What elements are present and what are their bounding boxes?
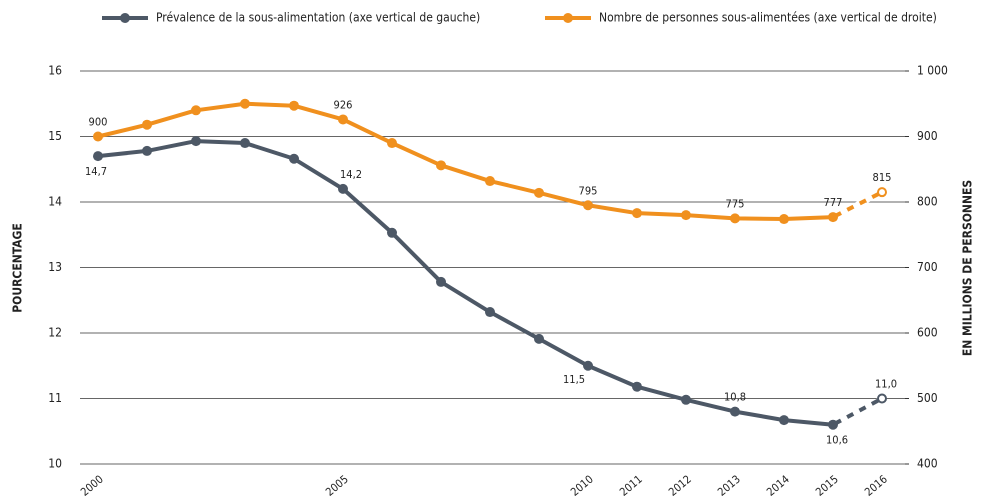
x-tick-label: 2014 — [764, 473, 792, 499]
y2-tick-label: 1 000 — [917, 64, 948, 78]
y-tick-label: 11 — [48, 391, 62, 405]
data-point — [681, 210, 691, 221]
data-point — [240, 98, 250, 109]
data-point — [534, 187, 544, 198]
data-point — [779, 214, 789, 225]
data-point — [142, 119, 152, 130]
y-tick-label: 16 — [48, 64, 62, 78]
y2-tick-label: 700 — [917, 260, 938, 274]
data-point — [436, 160, 446, 171]
data-point — [289, 153, 299, 164]
dash-gap — [831, 395, 884, 428]
data-point — [436, 276, 446, 287]
data-label: 795 — [579, 184, 598, 197]
legend-label: Nombre de personnes sous-alimentées (axe… — [599, 11, 937, 25]
data-label: 775 — [726, 197, 745, 210]
data-label: 10,8 — [724, 391, 746, 404]
legend-marker — [563, 13, 573, 23]
data-point — [142, 145, 152, 156]
data-point — [93, 131, 103, 142]
data-point — [583, 360, 593, 371]
data-point — [485, 307, 495, 318]
y-tick-label: 15 — [48, 129, 62, 143]
data-point — [240, 138, 250, 149]
y2-tick-label: 900 — [917, 129, 938, 143]
data-point — [191, 136, 201, 147]
data-label: 11,0 — [875, 378, 897, 391]
data-point — [387, 227, 397, 238]
x-tick-label: 2011 — [617, 473, 645, 499]
x-tick-label: 2013 — [715, 473, 743, 499]
data-point — [485, 176, 495, 187]
y2-tick-label: 800 — [917, 195, 938, 209]
x-tick-label: 2015 — [813, 473, 841, 499]
data-point — [730, 213, 740, 224]
y2-tick-label: 400 — [917, 457, 938, 471]
y-tick-label: 14 — [48, 195, 62, 209]
y-tick-label: 10 — [48, 457, 62, 471]
data-label: 11,5 — [563, 373, 585, 386]
y-axis-label: POURCENTAGE — [11, 223, 25, 313]
data-point — [583, 200, 593, 211]
data-point — [289, 100, 299, 111]
x-tick-label: 2012 — [666, 473, 694, 499]
x-tick-label: 2000 — [78, 473, 106, 499]
data-point — [779, 415, 789, 426]
y2-axis-label: EN MILLIONS DE PERSONNES — [961, 180, 975, 356]
y-tick-label: 13 — [48, 260, 62, 274]
y-tick-label: 12 — [48, 326, 62, 340]
data-point — [632, 208, 642, 219]
x-tick-label: 2010 — [568, 473, 596, 499]
y2-tick-label: 500 — [917, 391, 938, 405]
data-point — [338, 114, 348, 125]
data-point — [828, 212, 838, 223]
legend-marker — [120, 13, 130, 23]
data-point — [681, 394, 691, 405]
data-point — [632, 381, 642, 392]
data-point — [387, 138, 397, 149]
data-label: 14,2 — [340, 168, 362, 181]
data-point — [93, 151, 103, 162]
data-label: 777 — [824, 196, 843, 209]
y2-tick-label: 600 — [917, 326, 938, 340]
x-tick-label: 2016 — [862, 473, 890, 499]
data-label: 815 — [873, 171, 892, 184]
data-point — [338, 183, 348, 194]
dash-gap — [831, 189, 884, 220]
data-point — [877, 187, 887, 198]
data-point — [191, 105, 201, 116]
data-label: 14,7 — [85, 165, 107, 178]
data-label: 926 — [334, 98, 353, 111]
data-point — [877, 393, 887, 404]
data-label: 900 — [89, 116, 108, 129]
x-tick-label: 2005 — [323, 473, 351, 499]
data-point — [828, 419, 838, 430]
data-label: 10,6 — [826, 434, 848, 447]
data-point — [730, 406, 740, 417]
legend-label: Prévalence de la sous-alimentation (axe … — [156, 11, 480, 25]
data-point — [534, 333, 544, 344]
